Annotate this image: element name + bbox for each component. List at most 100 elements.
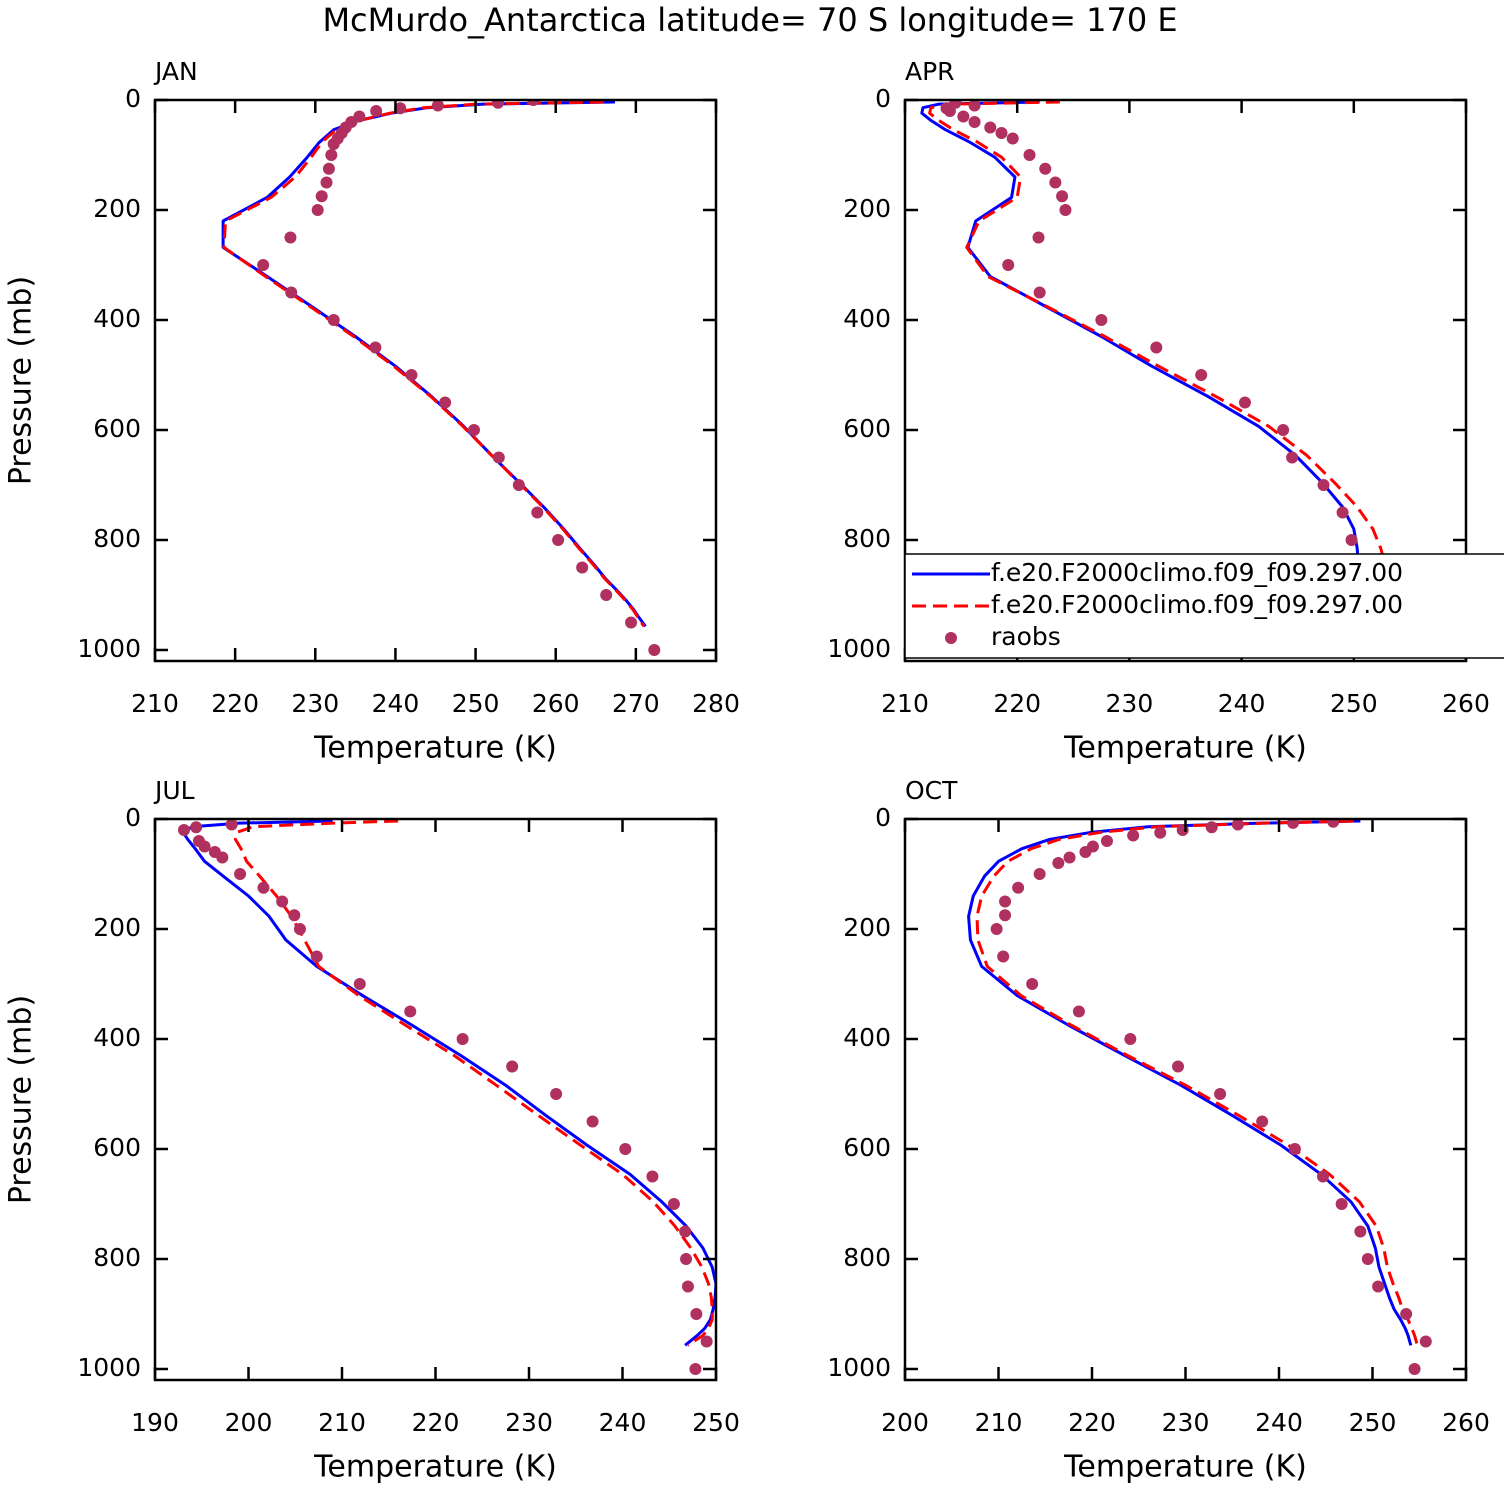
x-tick-label: 220 [993, 689, 1041, 718]
x-tick-label: 220 [1068, 1408, 1116, 1437]
y-tick-label: 200 [843, 913, 891, 942]
raob-point [957, 110, 970, 123]
raob-point [370, 105, 383, 117]
legend-box [904, 553, 1504, 659]
raob-point [1327, 819, 1340, 828]
raob-point [1205, 821, 1218, 834]
panel: 0 200 400 600 800 1000 210 220 230 240 250 260 APR Te… [827, 57, 1504, 766]
raob-point [679, 1225, 692, 1238]
legend: f.e20.F2000climo.f09_f09.297.00 f.e20.F20… [904, 553, 1504, 659]
raob-point [667, 1198, 680, 1210]
x-tick-label: 190 [131, 1408, 179, 1437]
raob-point [1033, 868, 1046, 880]
y-tick-label: 800 [93, 524, 141, 553]
x-tick-label: 210 [318, 1408, 366, 1437]
raob-point [1286, 451, 1299, 464]
raob-point [1056, 190, 1069, 203]
y-tick-label: 200 [843, 194, 891, 223]
x-tick-label: 250 [1330, 689, 1378, 718]
raob-point [999, 895, 1012, 908]
profile-line [920, 100, 1399, 628]
x-tick-label: 260 [1442, 1408, 1490, 1437]
x-tick-label: 200 [881, 1408, 929, 1437]
raob-point [492, 451, 505, 464]
raob-point [1124, 1033, 1137, 1045]
raob-point [619, 1143, 632, 1155]
x-tick-label: 220 [211, 689, 259, 718]
profile-line [222, 100, 646, 628]
raob-point [369, 341, 382, 354]
axes-frame [153, 98, 718, 663]
raob-point [984, 121, 997, 134]
raob-point [999, 909, 1012, 922]
x-axis-label: Temperature (K) [1063, 1450, 1307, 1485]
raob-point [700, 1335, 713, 1348]
legend-label: f.e20.F2000climo.f09_f09.297.00 [991, 590, 1403, 619]
raob-point [1256, 1115, 1269, 1128]
axes-frame [903, 817, 1468, 1382]
profile-line [181, 819, 716, 1347]
raob-point [257, 881, 270, 894]
series-group [221, 100, 661, 656]
raob-point [190, 821, 203, 834]
x-tick-label: 230 [1162, 1408, 1210, 1437]
y-tick-label: 1000 [827, 634, 891, 663]
y-tick-label: 600 [93, 1133, 141, 1162]
raob-point [1287, 819, 1300, 829]
raob-point [527, 100, 540, 106]
raob-point [1049, 176, 1062, 189]
raob-point [1317, 479, 1330, 491]
y-tick-label: 0 [875, 84, 891, 113]
raob-point [1231, 819, 1244, 831]
raob-point [995, 127, 1008, 139]
raob-point [1072, 1005, 1085, 1018]
raob-point [997, 950, 1010, 963]
y-tick-label: 1000 [77, 1353, 141, 1382]
raob-point [648, 644, 661, 656]
x-tick-label: 230 [1106, 689, 1154, 718]
x-tick-label: 240 [372, 689, 420, 718]
x-tick-label: 250 [1349, 1408, 1397, 1437]
raob-point [293, 923, 306, 935]
raob-point [257, 259, 270, 271]
raob-point [320, 176, 333, 189]
raob-point [1026, 978, 1039, 990]
profile-line [928, 100, 1409, 628]
x-axis-label: Temperature (K) [313, 731, 557, 766]
raob-point [1063, 851, 1076, 864]
axes-frame [153, 817, 718, 1382]
raob-point [1127, 829, 1140, 842]
raob-point [1400, 1308, 1413, 1320]
raob-point [550, 1088, 563, 1100]
raob-point [456, 1033, 469, 1045]
raob-point [1033, 286, 1046, 299]
y-tick-label: 0 [125, 803, 141, 832]
panel: 0 200 400 600 800 1000 210 220 230 240 250 260 270 28… [4, 57, 740, 766]
raob-point [285, 286, 298, 299]
raob-point [1052, 857, 1065, 869]
y-tick-label: 0 [875, 803, 891, 832]
panel-title: JAN [153, 57, 198, 86]
panel-title: OCT [905, 776, 958, 805]
raob-point [1335, 1198, 1348, 1210]
profile-line [221, 100, 647, 628]
raob-point [310, 950, 323, 963]
raob-point [1408, 1363, 1421, 1375]
raob-point [1100, 835, 1113, 847]
panel-title: JUL [153, 776, 195, 805]
raob-point [492, 100, 505, 109]
y-tick-label: 400 [843, 304, 891, 333]
raob-point [1195, 369, 1208, 381]
series-group [177, 819, 716, 1375]
raob-point [681, 1280, 694, 1293]
raob-point [990, 923, 1003, 935]
raob-point [404, 1005, 417, 1018]
raob-point [234, 868, 247, 880]
raob-point [1154, 826, 1167, 839]
raob-point [216, 851, 229, 864]
raob-point [315, 190, 328, 203]
y-tick-label: 400 [93, 1023, 141, 1052]
y-tick-label: 600 [93, 414, 141, 443]
raob-point [1372, 1280, 1385, 1293]
